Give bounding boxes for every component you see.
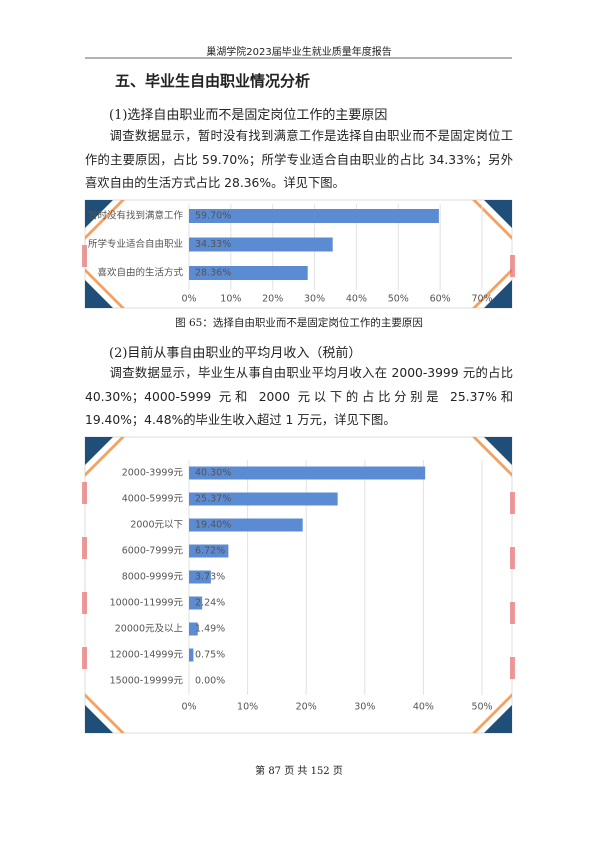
x-tick-label: 60%: [430, 294, 451, 305]
corner-stripe: [472, 437, 512, 477]
x-tick-label: 30%: [354, 702, 375, 713]
y-tick-label: 4000-5999元: [122, 494, 184, 505]
y-tick-label: 8000-9999元: [122, 572, 184, 583]
x-tick-label: 40%: [346, 294, 367, 305]
x-tick-label: 20%: [262, 294, 283, 305]
value-label: 28.36%: [195, 268, 231, 279]
corner-stripe: [472, 268, 512, 308]
bar: [189, 622, 198, 636]
side-stripe: [510, 547, 515, 569]
corner-triangle: [484, 705, 512, 733]
corner-triangle: [85, 705, 113, 733]
corner-triangle: [484, 280, 512, 308]
side-stripe: [82, 537, 87, 559]
caption: 图 65：选择自由职业而不是固定岗位工作的主要原因: [175, 317, 423, 329]
bar: [189, 209, 439, 223]
corner-stripe: [85, 437, 125, 477]
value-label: 1.49%: [195, 624, 225, 635]
bar: [189, 518, 303, 532]
corner-triangle: [484, 200, 512, 228]
section-title: 五、毕业生自由职业情况分析: [115, 72, 311, 90]
side-stripe: [82, 592, 87, 614]
x-tick-label: 0%: [181, 294, 196, 305]
bar: [189, 492, 338, 506]
paragraph: 调查数据显示，毕业生从事自由职业平均月收入在 2000-3999 元的占比 40…: [85, 366, 513, 427]
bar: [189, 596, 203, 610]
x-tick-label: 70%: [471, 294, 492, 305]
side-stripe: [510, 255, 515, 277]
value-label: 0.00%: [195, 676, 225, 687]
bar: [189, 237, 333, 252]
x-tick-label: 40%: [413, 702, 434, 713]
x-tick-label: 20%: [296, 702, 317, 713]
corner-stripe: [472, 693, 512, 733]
value-label: 34.33%: [195, 239, 231, 250]
value-label: 25.37%: [195, 494, 231, 505]
bar: [189, 266, 308, 280]
value-label: 40.30%: [195, 468, 231, 479]
side-stripe: [82, 482, 87, 504]
y-tick-label: 2000元以下: [130, 520, 183, 531]
x-tick-label: 30%: [304, 294, 325, 305]
footer: 第 87 页 共 152 页: [255, 766, 343, 777]
value-label: 2.24%: [195, 598, 225, 609]
y-tick-label: 12000-14999元: [110, 650, 184, 661]
corner-triangle: [484, 437, 512, 465]
value-label: 6.72%: [195, 546, 225, 557]
corner-triangle: [85, 200, 113, 228]
value-label: 0.75%: [195, 650, 225, 661]
side-stripe: [510, 602, 515, 624]
bar: [189, 648, 194, 662]
corner-triangle: [85, 437, 113, 465]
heading: (2)目前从事自由职业的平均月收入（税前）: [109, 346, 362, 361]
x-tick-label: 50%: [471, 702, 492, 713]
x-tick-label: 0%: [181, 702, 196, 713]
y-tick-label: 10000-11999元: [110, 598, 184, 609]
y-tick-label: 所学专业适合自由职业: [88, 238, 183, 250]
corner-stripe: [85, 693, 125, 733]
y-tick-label: 2000-3999元: [122, 468, 184, 479]
chart-frame: [84, 436, 513, 734]
x-tick-label: 10%: [237, 702, 258, 713]
y-tick-label: 15000-19999元: [110, 676, 184, 687]
value-label: 59.70%: [195, 211, 231, 222]
corner-stripe: [85, 268, 125, 308]
y-tick-label: 6000-7999元: [122, 546, 184, 557]
side-stripe: [510, 657, 515, 679]
paragraph: 调查数据显示，暂时没有找到满意工作是选择自由职业而不是固定岗位工作的主要原因，占…: [85, 129, 513, 190]
y-tick-label: 暂时没有找到满意工作: [88, 210, 184, 222]
side-stripe: [82, 245, 87, 267]
bar: [189, 544, 229, 558]
header: 巢湖学院2023届毕业生就业质量年度报告: [206, 47, 392, 58]
y-tick-label: 喜欢自由的生活方式: [97, 267, 183, 279]
x-tick-label: 10%: [220, 294, 241, 305]
side-stripe: [82, 647, 87, 669]
value-label: 3.73%: [195, 572, 225, 583]
side-stripe: [510, 492, 515, 514]
x-tick-label: 50%: [388, 294, 409, 305]
y-tick-label: 20000元及以上: [115, 624, 184, 635]
heading: (1)选择自由职业而不是固定岗位工作的主要原因: [109, 108, 388, 123]
bar: [189, 570, 211, 584]
bar: [189, 466, 426, 480]
corner-triangle: [85, 280, 113, 308]
corner-stripe: [85, 200, 125, 240]
value-label: 19.40%: [195, 520, 231, 531]
